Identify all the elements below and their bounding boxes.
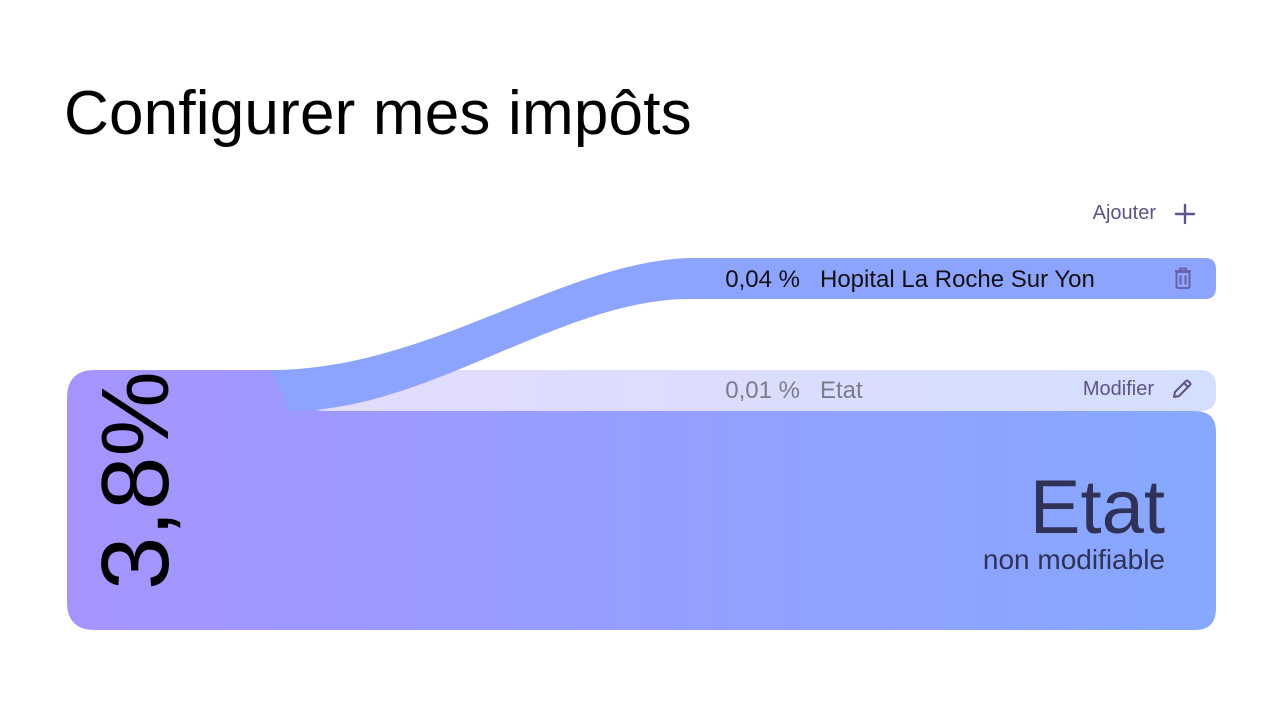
trash-icon[interactable]	[1170, 265, 1196, 291]
allocation-row-etat: 0,01 % Etat Modifier	[640, 370, 1216, 411]
add-button[interactable]: Ajouter	[1093, 202, 1196, 225]
total-block	[67, 370, 1216, 630]
allocation-name: Hopital La Roche Sur Yon	[820, 266, 1095, 293]
allocation-row-hopital[interactable]: 0,04 % Hopital La Roche Sur Yon	[640, 258, 1216, 299]
pencil-icon	[1173, 379, 1192, 398]
hopital-flow	[270, 258, 1216, 411]
total-percent: 3,8%	[82, 371, 189, 590]
add-label: Ajouter	[1092, 202, 1156, 224]
total-recipient-name: Etat	[1029, 465, 1165, 550]
total-recipient: Etat non modifiable	[983, 470, 1165, 574]
allocation-name: Etat	[820, 377, 863, 404]
allocation-percent: 0,04 %	[725, 266, 800, 293]
total-recipient-note: non modifiable	[982, 544, 1165, 575]
modify-button[interactable]: Modifier	[1083, 377, 1194, 401]
page-title: Configurer mes impôts	[64, 79, 692, 148]
allocation-percent: 0,01 %	[725, 377, 800, 404]
modify-label: Modifier	[1082, 377, 1154, 400]
plus-icon	[1174, 203, 1196, 224]
etat-band	[270, 370, 1216, 411]
